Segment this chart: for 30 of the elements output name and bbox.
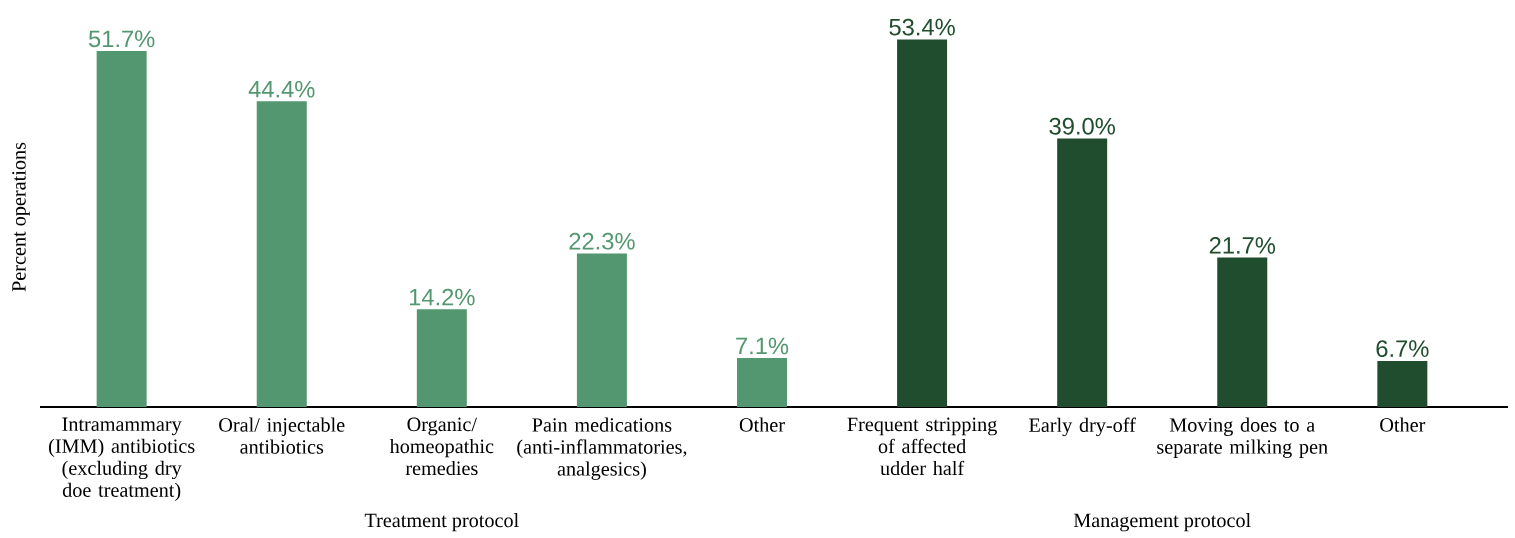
bar [256,101,307,407]
data-label: 39.0% [1049,117,1115,135]
bar [1217,257,1268,407]
x-tick-label: Moving does to a separate milking pen [1157,417,1328,458]
data-label: 51.7% [88,30,155,48]
bar [96,51,147,407]
data-label: 22.3% [569,232,635,250]
x-tick-label: Pain medications (anti-inflammatories, analgesics) [517,417,687,480]
data-label: 21.7% [1209,237,1276,254]
bar [576,253,627,407]
bar [1057,138,1108,407]
data-label: 14.2% [410,288,475,306]
text: Management protocol [1073,512,1251,532]
bar [737,358,787,407]
bar [1377,360,1428,407]
x-tick-label: Organic/ homeopathic remedies [389,417,494,476]
bar [416,309,467,407]
data-label: 44.4% [248,80,315,98]
x-tick-label: Oral/ injectable antibiotics [219,417,345,454]
text: Treatment protocol [364,512,519,532]
bar [897,39,948,407]
data-label: 7.1% [736,337,789,355]
x-tick-label: Frequent stripping of affected udder half [847,417,997,476]
x-tick-label: Other [739,417,785,432]
x-tick-label: Early dry-off [1029,417,1136,437]
y-axis-title: Percent operations [12,142,30,292]
x-tick-label: Intramammary (IMM) antibiotics (excluding dry doe treatment) [49,417,195,502]
data-label: 6.7% [1376,340,1429,357]
x-tick-label: Other [1380,417,1426,432]
data-label: 53.4% [889,18,955,36]
